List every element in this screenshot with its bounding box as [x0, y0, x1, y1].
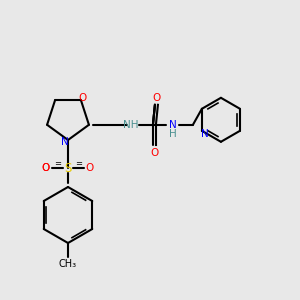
- Text: O: O: [42, 163, 50, 173]
- Text: N: N: [169, 120, 177, 130]
- Text: H: H: [169, 129, 177, 139]
- Text: N: N: [61, 137, 69, 147]
- Text: N: N: [201, 129, 209, 139]
- Text: O: O: [86, 163, 94, 173]
- Text: O: O: [153, 93, 161, 103]
- Text: S: S: [64, 161, 72, 175]
- Text: NH: NH: [123, 120, 139, 130]
- Text: =: =: [75, 160, 82, 169]
- Text: O: O: [79, 93, 87, 103]
- Text: O: O: [151, 148, 159, 158]
- Text: CH₃: CH₃: [59, 259, 77, 269]
- Text: O: O: [42, 163, 50, 173]
- Text: =: =: [54, 160, 61, 169]
